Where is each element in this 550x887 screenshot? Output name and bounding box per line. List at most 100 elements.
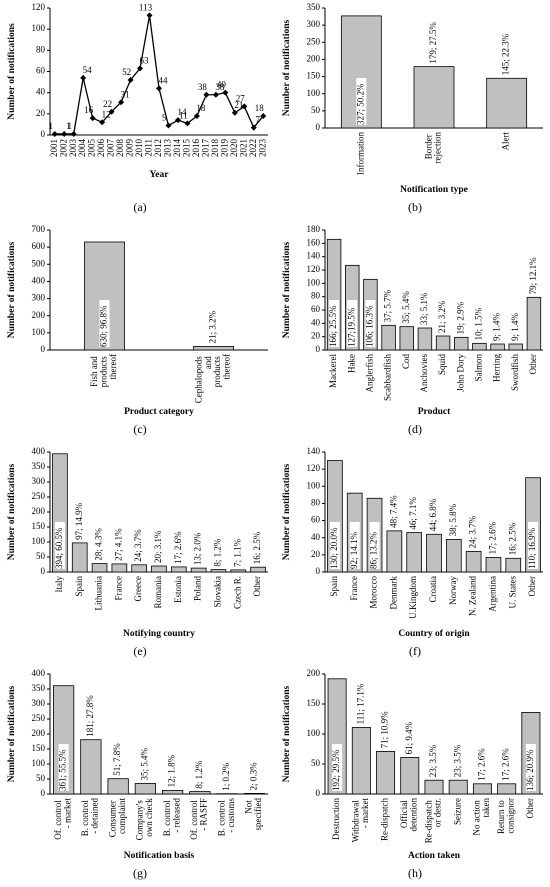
data-label: 1 [66, 121, 71, 131]
x-tick-label: Denmark [388, 576, 398, 610]
marker [260, 112, 267, 119]
marker [89, 115, 96, 122]
y-tick-label: 100 [32, 758, 46, 768]
data-label: 192; 29.5% [331, 749, 341, 791]
x-tick-label: Withdrawal - market [351, 798, 370, 843]
x-axis-title: Product category [124, 407, 194, 417]
y-axis-title: Number of notifications [282, 19, 292, 116]
x-tick-label: Other [528, 354, 538, 375]
y-tick-label: 350 [32, 683, 46, 693]
bar [490, 343, 505, 351]
y-tick-label: 400 [32, 446, 46, 456]
y-axis-title: Number of notifications [7, 685, 17, 782]
x-tick-label: Re-dispatch or destr. [423, 798, 442, 843]
bar [250, 566, 266, 573]
y-tick-label: 350 [32, 461, 46, 471]
y-tick-label: 150 [307, 698, 321, 708]
bar [243, 793, 265, 795]
data-label: 8; 1.2% [194, 760, 204, 789]
marker [108, 108, 115, 115]
y-tick-label: 40 [311, 532, 321, 542]
marker [70, 130, 77, 137]
x-tick-label: 2009 [125, 139, 135, 158]
y-tick-label: 120 [307, 463, 321, 473]
marker [137, 65, 144, 72]
x-tick-label: Anglerfish [364, 354, 374, 393]
data-label: 24; 3.7% [468, 515, 478, 548]
marker [61, 130, 68, 137]
x-tick-label: Information [355, 132, 365, 175]
x-tick-label: 2005 [87, 139, 97, 158]
x-tick-label: 2003 [68, 139, 78, 158]
data-label: 23; 3.5% [452, 744, 462, 777]
y-tick-label: 20 [36, 108, 46, 118]
x-tick-label: 2015 [181, 139, 191, 158]
x-tick-label: Consumer complaint [107, 798, 126, 838]
y-tick-label: 100 [32, 23, 46, 33]
data-label: 106; 16.3% [364, 305, 374, 347]
data-label: 17; 2.6% [488, 521, 498, 554]
x-tick-label: Alert [501, 132, 511, 151]
data-label: 394; 60.5% [54, 527, 64, 569]
bar [472, 342, 487, 351]
data-label: 22 [103, 99, 112, 109]
data-label: 110; 16.9% [527, 527, 537, 569]
x-tick-label: Poland [193, 576, 203, 602]
y-tick-label: 100 [307, 277, 321, 287]
label-background [58, 744, 69, 791]
x-tick-label: B. control - detained [80, 798, 99, 837]
y-tick-label: 200 [32, 728, 46, 738]
x-tick-label: Czech R. [232, 576, 242, 609]
data-label: 136; 20.9% [525, 749, 535, 791]
y-tick-label: 700 [32, 224, 46, 234]
bar [448, 779, 468, 795]
marker [241, 103, 248, 110]
data-label: 17; 2.6% [501, 748, 511, 781]
bar [381, 324, 396, 351]
y-tick-label: 140 [307, 251, 321, 261]
x-tick-label: 2021 [238, 139, 248, 157]
panel-label: (d) [408, 422, 422, 436]
y-tick-label: 0 [316, 122, 321, 132]
marker [203, 91, 210, 98]
data-label: 9; 1.4% [492, 312, 502, 341]
marker [231, 109, 238, 116]
y-axis-title: Number of notifications [7, 241, 17, 338]
data-label: 9 [162, 113, 167, 123]
x-tick-label: Lithuania [94, 576, 104, 611]
label-background [349, 522, 360, 569]
data-label: 97; 14.9% [74, 502, 84, 540]
data-label: 40 [217, 80, 227, 90]
data-label: 113 [139, 2, 153, 12]
x-tick-label: Scabbardfish [383, 354, 393, 401]
data-label: 166; 25.5% [328, 305, 338, 347]
bar [485, 557, 502, 573]
y-tick-label: 100 [32, 536, 46, 546]
data-label: 2; 0.3% [248, 762, 258, 791]
data-label: 46; 7.1% [408, 497, 418, 530]
data-label: 179; 27.5% [428, 22, 438, 64]
data-label: 38 [198, 82, 208, 92]
bar [472, 783, 492, 795]
data-label: 181; 27.8% [85, 695, 95, 737]
y-tick-label: 300 [32, 476, 46, 486]
label-background [347, 300, 358, 347]
bar [465, 551, 482, 573]
data-label: 71; 10.9% [380, 711, 390, 749]
x-tick-label: Norway [448, 576, 458, 605]
x-tick-label: U.Kingdom [408, 576, 418, 619]
data-label: 48; 7.4% [388, 495, 398, 528]
x-tick-label: 2019 [219, 139, 229, 158]
x-axis-title: Year [150, 170, 170, 180]
x-tick-label: Morocco [369, 576, 379, 609]
x-tick-label: France [113, 576, 123, 601]
data-label: 16; 2.5% [252, 531, 262, 564]
data-label: 38 [215, 82, 225, 92]
x-tick-label: 2014 [172, 139, 182, 158]
bar [189, 791, 211, 795]
label-background [369, 522, 380, 569]
y-tick-label: 60 [311, 515, 321, 525]
x-tick-label: 2017 [200, 139, 210, 158]
x-axis-title: Notification type [400, 185, 468, 195]
